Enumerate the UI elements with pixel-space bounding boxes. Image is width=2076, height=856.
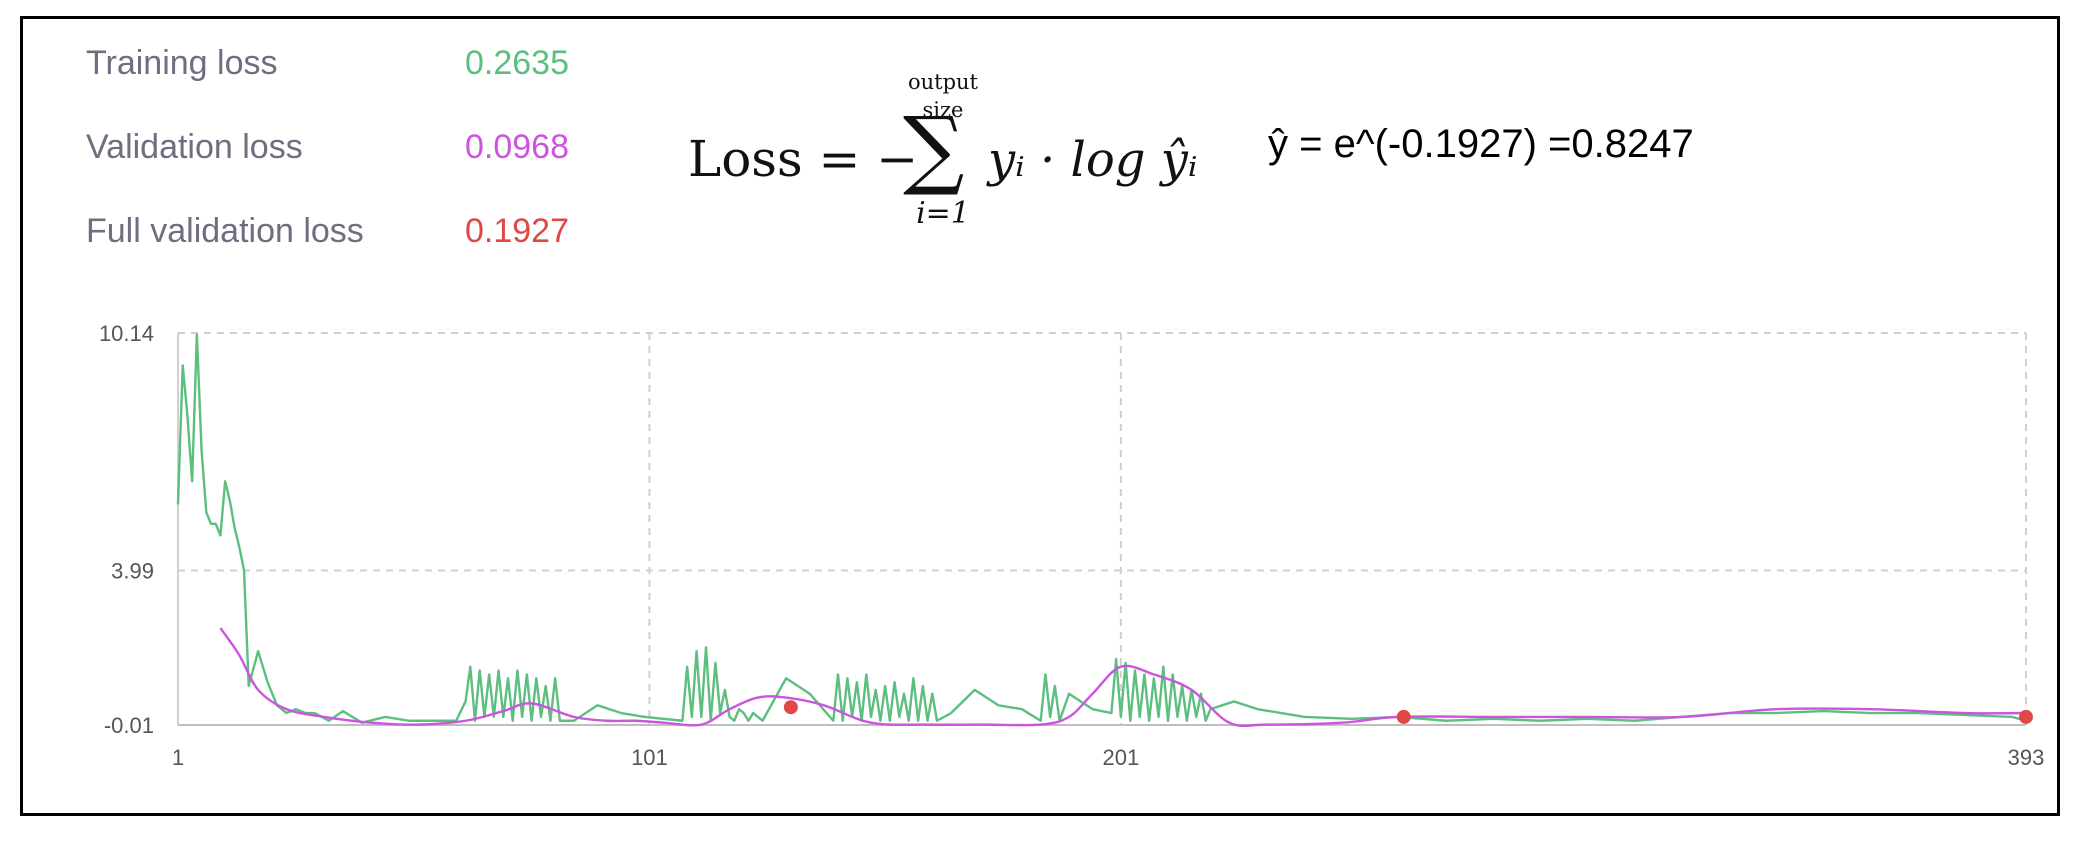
validation-loss-label: Validation loss <box>86 128 303 166</box>
grid-lines <box>177 332 2027 726</box>
yhat-equation: ŷ = e^(-0.1927) =0.8247 <box>1268 122 1694 166</box>
chart-series <box>176 333 2033 728</box>
formula-sum-upper-line2: size <box>922 98 964 122</box>
x-tick-label: 1 <box>172 745 184 770</box>
full_validation-point <box>783 700 798 715</box>
training-loss-label: Training loss <box>86 44 278 82</box>
validation-loss-value: 0.0968 <box>465 128 569 166</box>
y-tick-label: 10.14 <box>99 321 154 346</box>
x-tick-label: 201 <box>1102 745 1139 770</box>
validation-line <box>219 627 2027 728</box>
y-tick-label: -0.01 <box>104 713 154 738</box>
full-validation-loss-label: Full validation loss <box>86 212 364 250</box>
training-line <box>176 333 2027 724</box>
x-tick-label: 101 <box>631 745 668 770</box>
figure-frame <box>20 16 2060 816</box>
x-tick-label: 393 <box>2008 745 2045 770</box>
formula-lhs: Loss = − <box>688 130 919 188</box>
summation-symbol: ∑ <box>903 99 965 199</box>
full_validation-point <box>2019 709 2033 724</box>
y-tick-label: 3.99 <box>111 559 154 584</box>
loss-formula: Loss = − output size ∑ i=1 yᵢ · log ŷᵢ <box>688 64 1208 244</box>
full_validation-point <box>1396 709 1411 724</box>
axis-tick-labels: 1 101 201 393 10.14 3.99 -0.01 <box>99 321 2044 770</box>
formula-sum-lower: i=1 <box>916 196 970 231</box>
full-validation-loss-value: 0.1927 <box>465 212 569 250</box>
formula-sum-upper: output size <box>898 68 988 124</box>
formula-rhs: yᵢ · log ŷᵢ <box>988 132 1198 188</box>
training-loss-value: 0.2635 <box>465 44 569 82</box>
formula-sum-upper-line1: output <box>907 70 978 94</box>
